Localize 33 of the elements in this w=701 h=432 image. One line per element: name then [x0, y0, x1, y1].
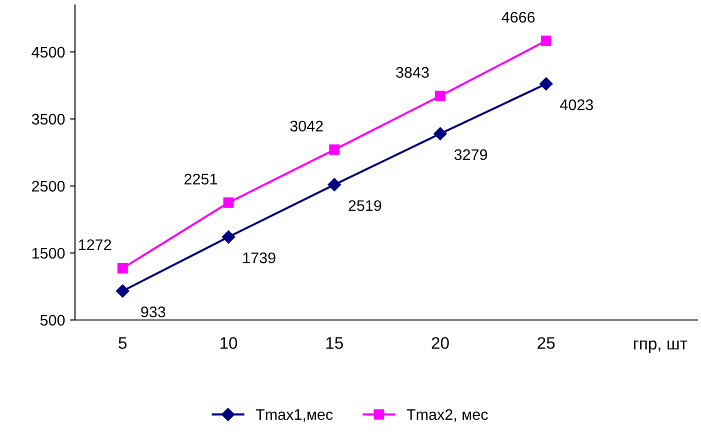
- x-tick-label: 15: [326, 337, 343, 349]
- data-label: 3042: [290, 120, 323, 132]
- data-label: 2251: [184, 174, 217, 185]
- x-tick-label: 25: [538, 337, 555, 349]
- data-label: 4023: [560, 99, 593, 110]
- data-label: 1272: [79, 239, 112, 250]
- data-label: 4666: [502, 12, 535, 23]
- point: [540, 36, 552, 46]
- y-tick-label: 1500: [32, 248, 65, 259]
- point: [116, 284, 130, 298]
- y-tick-label: 2500: [32, 180, 65, 192]
- data-label: 933: [141, 306, 166, 318]
- point: [222, 230, 236, 244]
- point: [117, 263, 128, 274]
- data-label: 2519: [348, 200, 382, 212]
- data-label: 1739: [243, 252, 276, 264]
- point: [434, 127, 447, 140]
- y-tick-label: 500: [40, 314, 65, 326]
- y-tick-label: 4500: [32, 46, 65, 58]
- data-label: 3843: [396, 67, 429, 78]
- data-label: 3279: [454, 149, 488, 160]
- point: [540, 77, 553, 90]
- legend-label: Tmax1,мес: [256, 409, 333, 422]
- point: [329, 144, 340, 155]
- x-tick-label: 5: [118, 337, 127, 349]
- x-tick-label: 10: [220, 337, 238, 349]
- x-tick-label: 20: [432, 337, 449, 349]
- point: [223, 197, 234, 208]
- x-axis-title: гпр, шт: [634, 340, 688, 353]
- point: [328, 178, 341, 192]
- legend-label: Tmax2, мес: [406, 409, 488, 422]
- point: [435, 90, 446, 102]
- y-tick-label: 3500: [32, 114, 65, 125]
